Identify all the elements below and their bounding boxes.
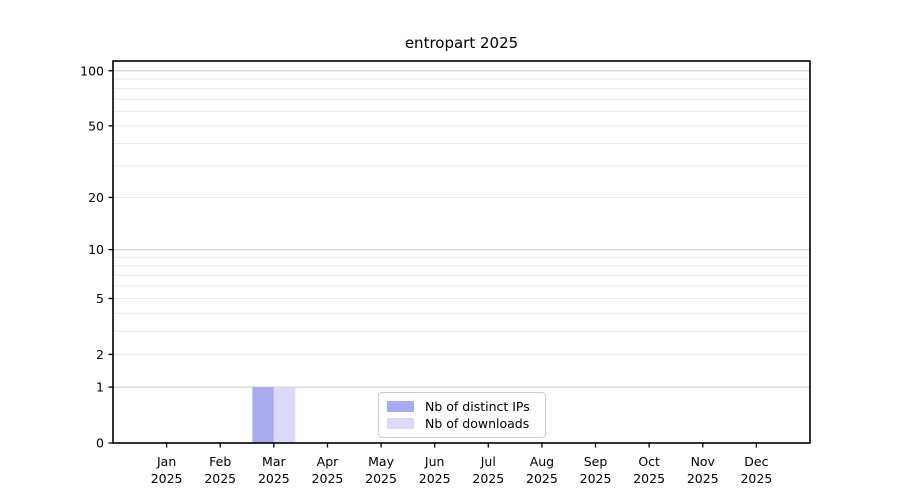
y-tick-label: 5 [96,291,104,306]
y-tick-label: 1 [96,380,104,395]
x-tick-label-year: 2025 [419,471,451,486]
x-tick-label-year: 2025 [204,471,236,486]
x-tick-label-month: Sep [584,454,608,469]
bar-mar-2025-s1 [273,387,296,443]
legend-label-distinct-ips: Nb of distinct IPs [425,398,530,414]
x-tick-label-year: 2025 [151,471,183,486]
x-tick-label-month: Jun [424,454,445,469]
plot-border [112,60,811,444]
y-tick-label: 0 [96,436,104,451]
x-tick-label-month: Dec [744,454,768,469]
legend-item-distinct-ips: Nb of distinct IPs [387,399,537,414]
x-tick-label-month: Nov [691,454,716,469]
legend: Nb of distinct IPs Nb of downloads [378,392,546,438]
x-tick-label-year: 2025 [526,471,558,486]
x-tick-label-month: May [368,454,394,469]
y-tick-label: 10 [88,242,104,257]
x-tick-label-month: Jul [480,454,496,469]
y-tick-label: 50 [88,118,104,133]
x-tick-label-year: 2025 [472,471,504,486]
y-tick-label: 20 [88,190,104,205]
x-tick-label-month: Oct [638,454,660,469]
x-tick-label-month: Feb [209,454,231,469]
x-tick-label-year: 2025 [258,471,290,486]
y-tick-label: 2 [96,347,104,362]
x-tick-label-year: 2025 [740,471,772,486]
y-tick-label: 100 [80,63,104,78]
legend-label-downloads: Nb of downloads [425,416,530,432]
x-tick-label-year: 2025 [580,471,612,486]
x-tick-label-year: 2025 [312,471,344,486]
x-tick-label-month: Aug [530,454,554,469]
x-tick-label-year: 2025 [687,471,719,486]
bar-mar-2025-s0 [252,387,274,443]
x-tick-label-month: Apr [317,454,339,469]
x-tick-label-month: Mar [262,454,286,469]
legend-item-downloads: Nb of downloads [387,416,537,431]
legend-swatch-downloads-icon [387,418,414,430]
x-tick-label-month: Jan [156,454,176,469]
legend-swatch-distinct-ips-icon [387,400,414,412]
x-tick-label-year: 2025 [633,471,665,486]
chart-title: entropart 2025 [404,34,519,52]
x-tick-label-year: 2025 [365,471,397,486]
